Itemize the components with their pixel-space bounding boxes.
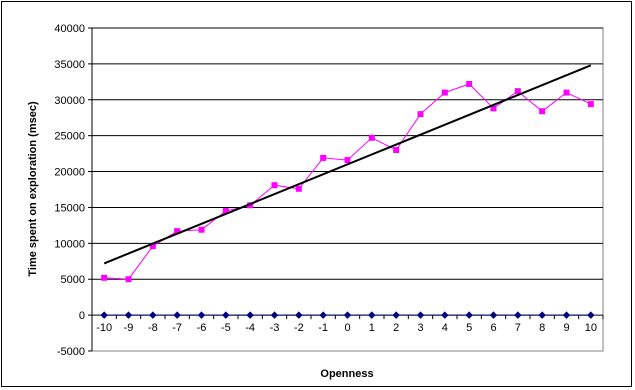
- data-point: [417, 111, 424, 118]
- x-axis-ticks: -10 -9 -8 -7 -6 -5 -4 -3 -2 -1 0 1 2 3 4 5 6 7 8 9 10: [91, 315, 604, 334]
- y-tick-label: 15000: [54, 202, 85, 214]
- x-tick-label: 0: [344, 322, 350, 334]
- data-point: [271, 182, 278, 189]
- x-tick-label: -8: [148, 322, 158, 334]
- y-tick-label: 10000: [54, 238, 85, 250]
- data-point: [149, 311, 157, 319]
- x-tick-label: -9: [124, 322, 134, 334]
- y-tick-label: 40000: [54, 23, 85, 35]
- x-tick-label: 2: [393, 322, 399, 334]
- y-tick-label: 5000: [61, 274, 85, 286]
- data-point: [392, 311, 400, 319]
- x-tick-label: -3: [270, 322, 280, 334]
- data-point: [344, 157, 351, 164]
- x-tick-label: 10: [585, 322, 597, 334]
- data-point: [441, 89, 448, 96]
- data-point: [124, 311, 133, 319]
- x-tick-label: -2: [294, 322, 304, 334]
- data-point: [198, 226, 205, 233]
- data-point: [319, 311, 327, 319]
- x-tick-label: 5: [466, 322, 472, 334]
- x-tick-label: 8: [539, 322, 545, 334]
- data-point: [295, 311, 303, 319]
- x-tick-label: 9: [563, 322, 569, 334]
- x-tick-label: 4: [442, 322, 448, 334]
- plot-area: [91, 27, 604, 352]
- data-point: [101, 274, 108, 281]
- x-tick-label: -6: [197, 322, 207, 334]
- data-point: [222, 311, 230, 319]
- data-point: [197, 311, 206, 319]
- x-tick-label: -7: [172, 322, 182, 334]
- x-tick-label: 7: [515, 322, 521, 334]
- data-point: [489, 311, 498, 319]
- y-tick-label: 35000: [54, 59, 85, 71]
- data-point: [270, 311, 279, 319]
- x-axis-title: Openness: [320, 368, 373, 380]
- data-point: [587, 101, 594, 108]
- x-tick-label: 3: [417, 322, 423, 334]
- data-point: [416, 311, 425, 319]
- data-point: [125, 276, 132, 283]
- y-tick-label: 0: [79, 310, 85, 322]
- x-tick-label: -5: [221, 322, 231, 334]
- data-point: [173, 311, 181, 319]
- data-point: [100, 311, 108, 319]
- data-point: [539, 108, 546, 115]
- data-point: [466, 80, 473, 87]
- gridlines: [92, 27, 603, 280]
- trendline: [103, 64, 592, 265]
- data-point: [538, 311, 546, 319]
- data-point: [393, 147, 400, 154]
- x-tick-label: 1: [369, 322, 375, 334]
- y-tick-label: -5000: [57, 346, 85, 358]
- data-point: [563, 89, 570, 96]
- x-tick-label: -1: [318, 322, 328, 334]
- data-point: [343, 311, 352, 319]
- data-point: [514, 88, 521, 95]
- data-point: [514, 311, 522, 319]
- data-point: [465, 311, 473, 319]
- data-point: [368, 134, 375, 141]
- data-point: [587, 311, 595, 319]
- y-tick-label: 30000: [54, 95, 85, 107]
- data-point: [368, 311, 376, 319]
- trendline-layer: [103, 64, 592, 265]
- data-point: [562, 311, 571, 319]
- data-point: [246, 311, 254, 319]
- x-tick-label: -4: [245, 322, 255, 334]
- series-2: [100, 311, 595, 319]
- data-point: [441, 311, 449, 319]
- y-tick-label: 25000: [54, 131, 85, 143]
- y-axis: -5000 0 5000 10000 15000 20000 25000 30000 35000…: [54, 23, 93, 358]
- y-tick-label: 20000: [54, 167, 85, 179]
- x-tick-label: -10: [96, 322, 112, 334]
- y-axis-title: Time spent on exploration (msec): [27, 101, 39, 277]
- data-point: [320, 154, 327, 161]
- data-point: [295, 185, 302, 192]
- x-tick-label: 6: [490, 322, 496, 334]
